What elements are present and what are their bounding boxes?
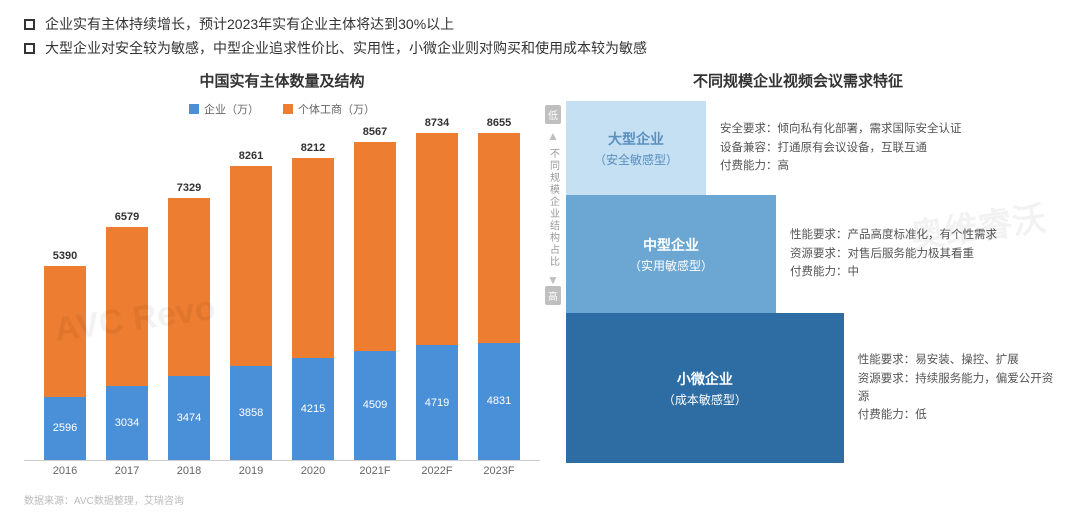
desc-line: 性能要求：易安装、操控、扩展 xyxy=(858,351,1056,369)
bar-segment-enterprise: 4215 xyxy=(292,358,334,460)
xaxis-label: 2019 xyxy=(220,461,282,477)
bar-top-label: 8261 xyxy=(230,150,272,162)
stacked-bar-chart: 2596539030346579347473293858826142158212… xyxy=(24,121,540,461)
bullet-text-2: 大型企业对安全较为敏感，中型企业追求性价比、实用性，小微企业则对购买和使用成本较… xyxy=(45,38,647,58)
block-type: （安全敏感型） xyxy=(594,151,678,168)
desc-line: 设备兼容：打通原有会议设备，互联互通 xyxy=(720,139,962,157)
block-description: 性能要求：易安装、操控、扩展资源要求：持续服务能力，偏爱公开资源付费能力：低 xyxy=(844,351,1056,425)
arrow-up-icon: ▲ xyxy=(547,130,559,142)
legend-label: 企业（万） xyxy=(204,101,259,117)
left-chart-panel: 中国实有主体数量及结构 企业（万） 个体工商（万） 25965390303465… xyxy=(24,70,540,481)
xaxis-label: 2023F xyxy=(468,461,530,477)
bar-top-label: 8567 xyxy=(354,126,396,138)
bar-stack: 25965390 xyxy=(44,266,86,460)
desc-line: 付费能力：高 xyxy=(720,157,962,175)
desc-line: 付费能力：低 xyxy=(858,406,1056,424)
bar-segment-individual: 8212 xyxy=(292,158,334,357)
right-panel-title: 不同规模企业视频会议需求特征 xyxy=(540,70,1056,91)
block-type: （成本敏感型） xyxy=(663,391,747,408)
right-diagram-panel: 不同规模企业视频会议需求特征 低 ▲ 不同规模企业结构占比 ▼ 高 大型企业 （安… xyxy=(540,70,1056,481)
arrow-down-icon: ▼ xyxy=(547,274,559,286)
desc-line: 付费能力：中 xyxy=(790,263,997,281)
source-note: 数据来源：AVC数据整理，艾瑞咨询 xyxy=(24,492,184,507)
bar-group: 48318655 xyxy=(468,121,530,460)
block-name: 中型企业 xyxy=(643,235,699,255)
chart-xaxis: 201620172018201920202021F2022F2023F xyxy=(24,461,540,477)
axis-bottom-label: 高 xyxy=(545,286,561,305)
bar-group: 30346579 xyxy=(96,121,158,460)
xaxis-label: 2017 xyxy=(96,461,158,477)
xaxis-label: 2021F xyxy=(344,461,406,477)
bar-top-label: 7329 xyxy=(168,182,210,194)
bar-segment-individual: 8655 xyxy=(478,133,520,343)
bar-top-label: 8734 xyxy=(416,117,458,129)
xaxis-label: 2020 xyxy=(282,461,344,477)
enterprise-block: 小微企业 （成本敏感型） xyxy=(566,313,844,463)
chart-legend: 企业（万） 个体工商（万） xyxy=(24,101,540,117)
enterprise-block-row: 大型企业 （安全敏感型） 安全要求：倾向私有化部署，需求国际安全认证设备兼容：打通原… xyxy=(566,101,1056,195)
bar-stack: 47198734 xyxy=(416,133,458,460)
xaxis-label: 2018 xyxy=(158,461,220,477)
bar-segment-individual: 8734 xyxy=(416,133,458,345)
bullet-2: 大型企业对安全较为敏感，中型企业追求性价比、实用性，小微企业则对购买和使用成本较… xyxy=(24,38,1056,58)
enterprise-block: 中型企业 （实用敏感型） xyxy=(566,195,776,313)
legend-label: 个体工商（万） xyxy=(298,101,375,117)
desc-line: 性能要求：产品高度标准化，有个性需求 xyxy=(790,226,997,244)
bar-segment-enterprise: 3474 xyxy=(168,376,210,460)
bar-stack: 34747329 xyxy=(168,198,210,460)
bar-stack: 30346579 xyxy=(106,227,148,460)
bar-stack: 48318655 xyxy=(478,133,520,461)
enterprise-block-row: 小微企业 （成本敏感型） 性能要求：易安装、操控、扩展资源要求：持续服务能力，偏爱公… xyxy=(566,313,1056,463)
block-name: 大型企业 xyxy=(608,129,664,149)
bar-group: 25965390 xyxy=(34,121,96,460)
desc-line: 安全要求：倾向私有化部署，需求国际安全认证 xyxy=(720,120,962,138)
bar-segment-enterprise: 4719 xyxy=(416,345,458,460)
bar-segment-individual: 8261 xyxy=(230,166,272,367)
xaxis-label: 2022F xyxy=(406,461,468,477)
bar-group: 38588261 xyxy=(220,121,282,460)
bar-stack: 42158212 xyxy=(292,158,334,460)
bar-segment-enterprise: 4509 xyxy=(354,351,396,461)
vertical-axis: 低 ▲ 不同规模企业结构占比 ▼ 高 xyxy=(540,101,566,481)
axis-top-label: 低 xyxy=(545,105,561,124)
enterprise-blocks: 大型企业 （安全敏感型） 安全要求：倾向私有化部署，需求国际安全认证设备兼容：打通原… xyxy=(566,101,1056,481)
legend-item-individual: 个体工商（万） xyxy=(283,101,375,117)
desc-line: 资源要求：持续服务能力，偏爱公开资源 xyxy=(858,370,1056,407)
bar-segment-enterprise: 2596 xyxy=(44,397,86,460)
legend-swatch xyxy=(283,104,293,114)
bar-group: 34747329 xyxy=(158,121,220,460)
axis-mid-label: 不同规模企业结构占比 xyxy=(546,142,561,274)
enterprise-block: 大型企业 （安全敏感型） xyxy=(566,101,706,195)
bullet-text-1: 企业实有主体持续增长，预计2023年实有企业主体将达到30%以上 xyxy=(45,14,454,34)
bullet-icon xyxy=(24,43,35,54)
bar-segment-enterprise: 3034 xyxy=(106,386,148,460)
bar-segment-individual: 5390 xyxy=(44,266,86,397)
bar-group: 42158212 xyxy=(282,121,344,460)
desc-line: 资源要求：对售后服务能力极其看重 xyxy=(790,245,997,263)
bar-top-label: 5390 xyxy=(44,250,86,262)
legend-item-enterprise: 企业（万） xyxy=(189,101,259,117)
bullet-1: 企业实有主体持续增长，预计2023年实有企业主体将达到30%以上 xyxy=(24,14,1056,34)
bar-top-label: 8655 xyxy=(478,117,520,129)
bar-segment-enterprise: 4831 xyxy=(478,343,520,460)
bar-group: 47198734 xyxy=(406,121,468,460)
bullet-icon xyxy=(24,19,35,30)
xaxis-label: 2016 xyxy=(34,461,96,477)
bar-stack: 38588261 xyxy=(230,166,272,460)
legend-swatch xyxy=(189,104,199,114)
block-type: （实用敏感型） xyxy=(629,257,713,274)
bar-stack: 45098567 xyxy=(354,142,396,460)
bar-top-label: 6579 xyxy=(106,211,148,223)
bar-segment-individual: 8567 xyxy=(354,142,396,350)
bar-segment-individual: 6579 xyxy=(106,227,148,387)
block-name: 小微企业 xyxy=(677,369,733,389)
block-description: 安全要求：倾向私有化部署，需求国际安全认证设备兼容：打通原有会议设备，互联互通付… xyxy=(706,120,962,175)
bar-group: 45098567 xyxy=(344,121,406,460)
left-chart-title: 中国实有主体数量及结构 xyxy=(24,70,540,91)
bar-segment-enterprise: 3858 xyxy=(230,366,272,460)
bar-top-label: 8212 xyxy=(292,142,334,154)
block-description: 性能要求：产品高度标准化，有个性需求资源要求：对售后服务能力极其看重付费能力：中 xyxy=(776,226,997,281)
enterprise-block-row: 中型企业 （实用敏感型） 性能要求：产品高度标准化，有个性需求资源要求：对售后服务能… xyxy=(566,195,1056,313)
bar-segment-individual: 7329 xyxy=(168,198,210,376)
